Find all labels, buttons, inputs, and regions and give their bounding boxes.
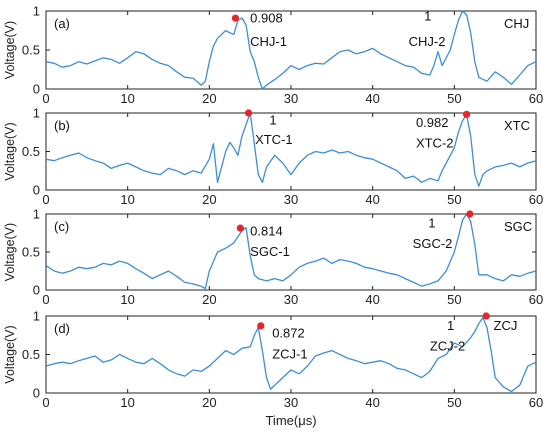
data-annotation: 1 [269, 113, 276, 128]
plot-frame [45, 10, 537, 90]
x-tick-label: 40 [365, 395, 379, 410]
data-annotation: ZCJ-1 [272, 346, 307, 361]
x-tick-label: 30 [284, 292, 298, 307]
data-annotation: ZCJ-2 [430, 339, 465, 354]
chart-panel-2: 0 10 20 30 40 50 60 0 0.5 1 Voltage(V) (b) XTC XTC-1 0… [3, 106, 543, 208]
data-annotation: XTC-2 [416, 136, 454, 151]
plot-frame [45, 112, 537, 191]
x-tick-label: 0 [42, 292, 49, 307]
chart-panel-1: 0 10 20 30 40 50 60 0 0.5 1 Voltage(V) (a) CHJ 0.908 C… [3, 4, 543, 107]
x-tick-label: 20 [202, 292, 216, 307]
y-tick-label: 0 [33, 283, 40, 298]
x-tick-label: 50 [447, 91, 461, 106]
plot-frame [45, 213, 537, 291]
y-tick-label: 1 [33, 4, 40, 19]
series-line [45, 112, 537, 187]
peak-marker [236, 224, 244, 232]
x-tick-label: 30 [284, 395, 298, 410]
x-tick-label: 20 [202, 395, 216, 410]
data-annotation: 0.982 [416, 115, 449, 130]
data-annotation: 1 [428, 216, 435, 231]
x-tick-label: 40 [365, 91, 379, 106]
data-annotation: CHJ-2 [409, 34, 446, 49]
x-tick-label: 60 [529, 395, 543, 410]
data-annotation: 1 [424, 8, 431, 23]
data-annotation: XTC-1 [255, 132, 293, 147]
x-tick-label: 60 [529, 292, 543, 307]
series-line [45, 10, 537, 90]
y-tick-label: 0.5 [22, 144, 40, 159]
peak-marker [244, 109, 253, 117]
y-axis-label: Voltage(V) [3, 122, 17, 180]
panel-label: (d) [54, 321, 70, 336]
x-tick-label: 60 [529, 91, 543, 106]
x-tick-label: 30 [284, 192, 298, 207]
series-legend: XTC [504, 118, 530, 133]
series-legend: SGC [504, 219, 532, 234]
y-axis-label: Voltage(V) [3, 325, 17, 383]
series-line [45, 213, 537, 290]
x-tick-label: 50 [447, 395, 461, 410]
x-tick-label: 50 [447, 192, 461, 207]
y-tick-label: 1 [33, 207, 40, 222]
peak-marker [482, 312, 490, 320]
data-annotation: 0.872 [272, 326, 305, 341]
x-axis-label: Time(μs) [265, 413, 316, 428]
x-tick-label: 50 [447, 292, 461, 307]
y-tick-label: 0 [33, 183, 40, 198]
data-annotation: SGC-2 [413, 236, 453, 251]
chart-panel-4: 0 10 20 30 40 50 60 0 0.5 1 Voltage(V) (d) 0.872 ZCJ-… [3, 309, 543, 429]
peak-marker [462, 110, 471, 118]
x-tick-label: 10 [120, 395, 134, 410]
data-annotation: 0.814 [250, 223, 283, 238]
panel-label: (c) [54, 219, 69, 234]
peak-marker [231, 14, 240, 22]
y-tick-label: 0 [33, 82, 40, 97]
y-tick-label: 0.5 [22, 245, 40, 260]
x-tick-label: 0 [42, 395, 49, 410]
data-annotation: SGC-1 [250, 244, 290, 259]
x-tick-label: 20 [202, 192, 216, 207]
plot-frame [45, 315, 537, 394]
x-tick-label: 0 [42, 91, 49, 106]
y-tick-label: 0.5 [22, 43, 40, 58]
x-tick-label: 40 [365, 292, 379, 307]
x-tick-label: 20 [202, 91, 216, 106]
x-tick-label: 10 [120, 91, 134, 106]
series-line [45, 316, 537, 393]
y-tick-label: 1 [33, 309, 40, 324]
panel-label: (b) [54, 118, 70, 133]
chart-panel-3: 0 10 20 30 40 50 60 0 0.5 1 Voltage(V) (c) SGC 0.814 S… [3, 207, 543, 308]
y-tick-label: 1 [33, 106, 40, 121]
y-axis-label: Voltage(V) [3, 21, 17, 79]
data-annotation: 1 [447, 318, 454, 333]
data-annotation: 0.908 [250, 11, 283, 26]
peak-marker [257, 322, 265, 330]
y-axis-label: Voltage(V) [3, 223, 17, 281]
x-tick-label: 10 [120, 292, 134, 307]
y-tick-label: 0.5 [22, 347, 40, 362]
series-legend: ZCJ [494, 318, 518, 333]
y-tick-label: 0 [33, 386, 40, 401]
x-tick-label: 40 [365, 192, 379, 207]
panel-label: (a) [54, 16, 70, 31]
data-annotation: CHJ-1 [250, 34, 287, 49]
x-tick-label: 0 [42, 192, 49, 207]
x-tick-label: 60 [529, 192, 543, 207]
x-tick-label: 30 [284, 91, 298, 106]
series-legend: CHJ [504, 16, 529, 31]
x-tick-label: 10 [120, 192, 134, 207]
peak-marker [466, 210, 474, 218]
